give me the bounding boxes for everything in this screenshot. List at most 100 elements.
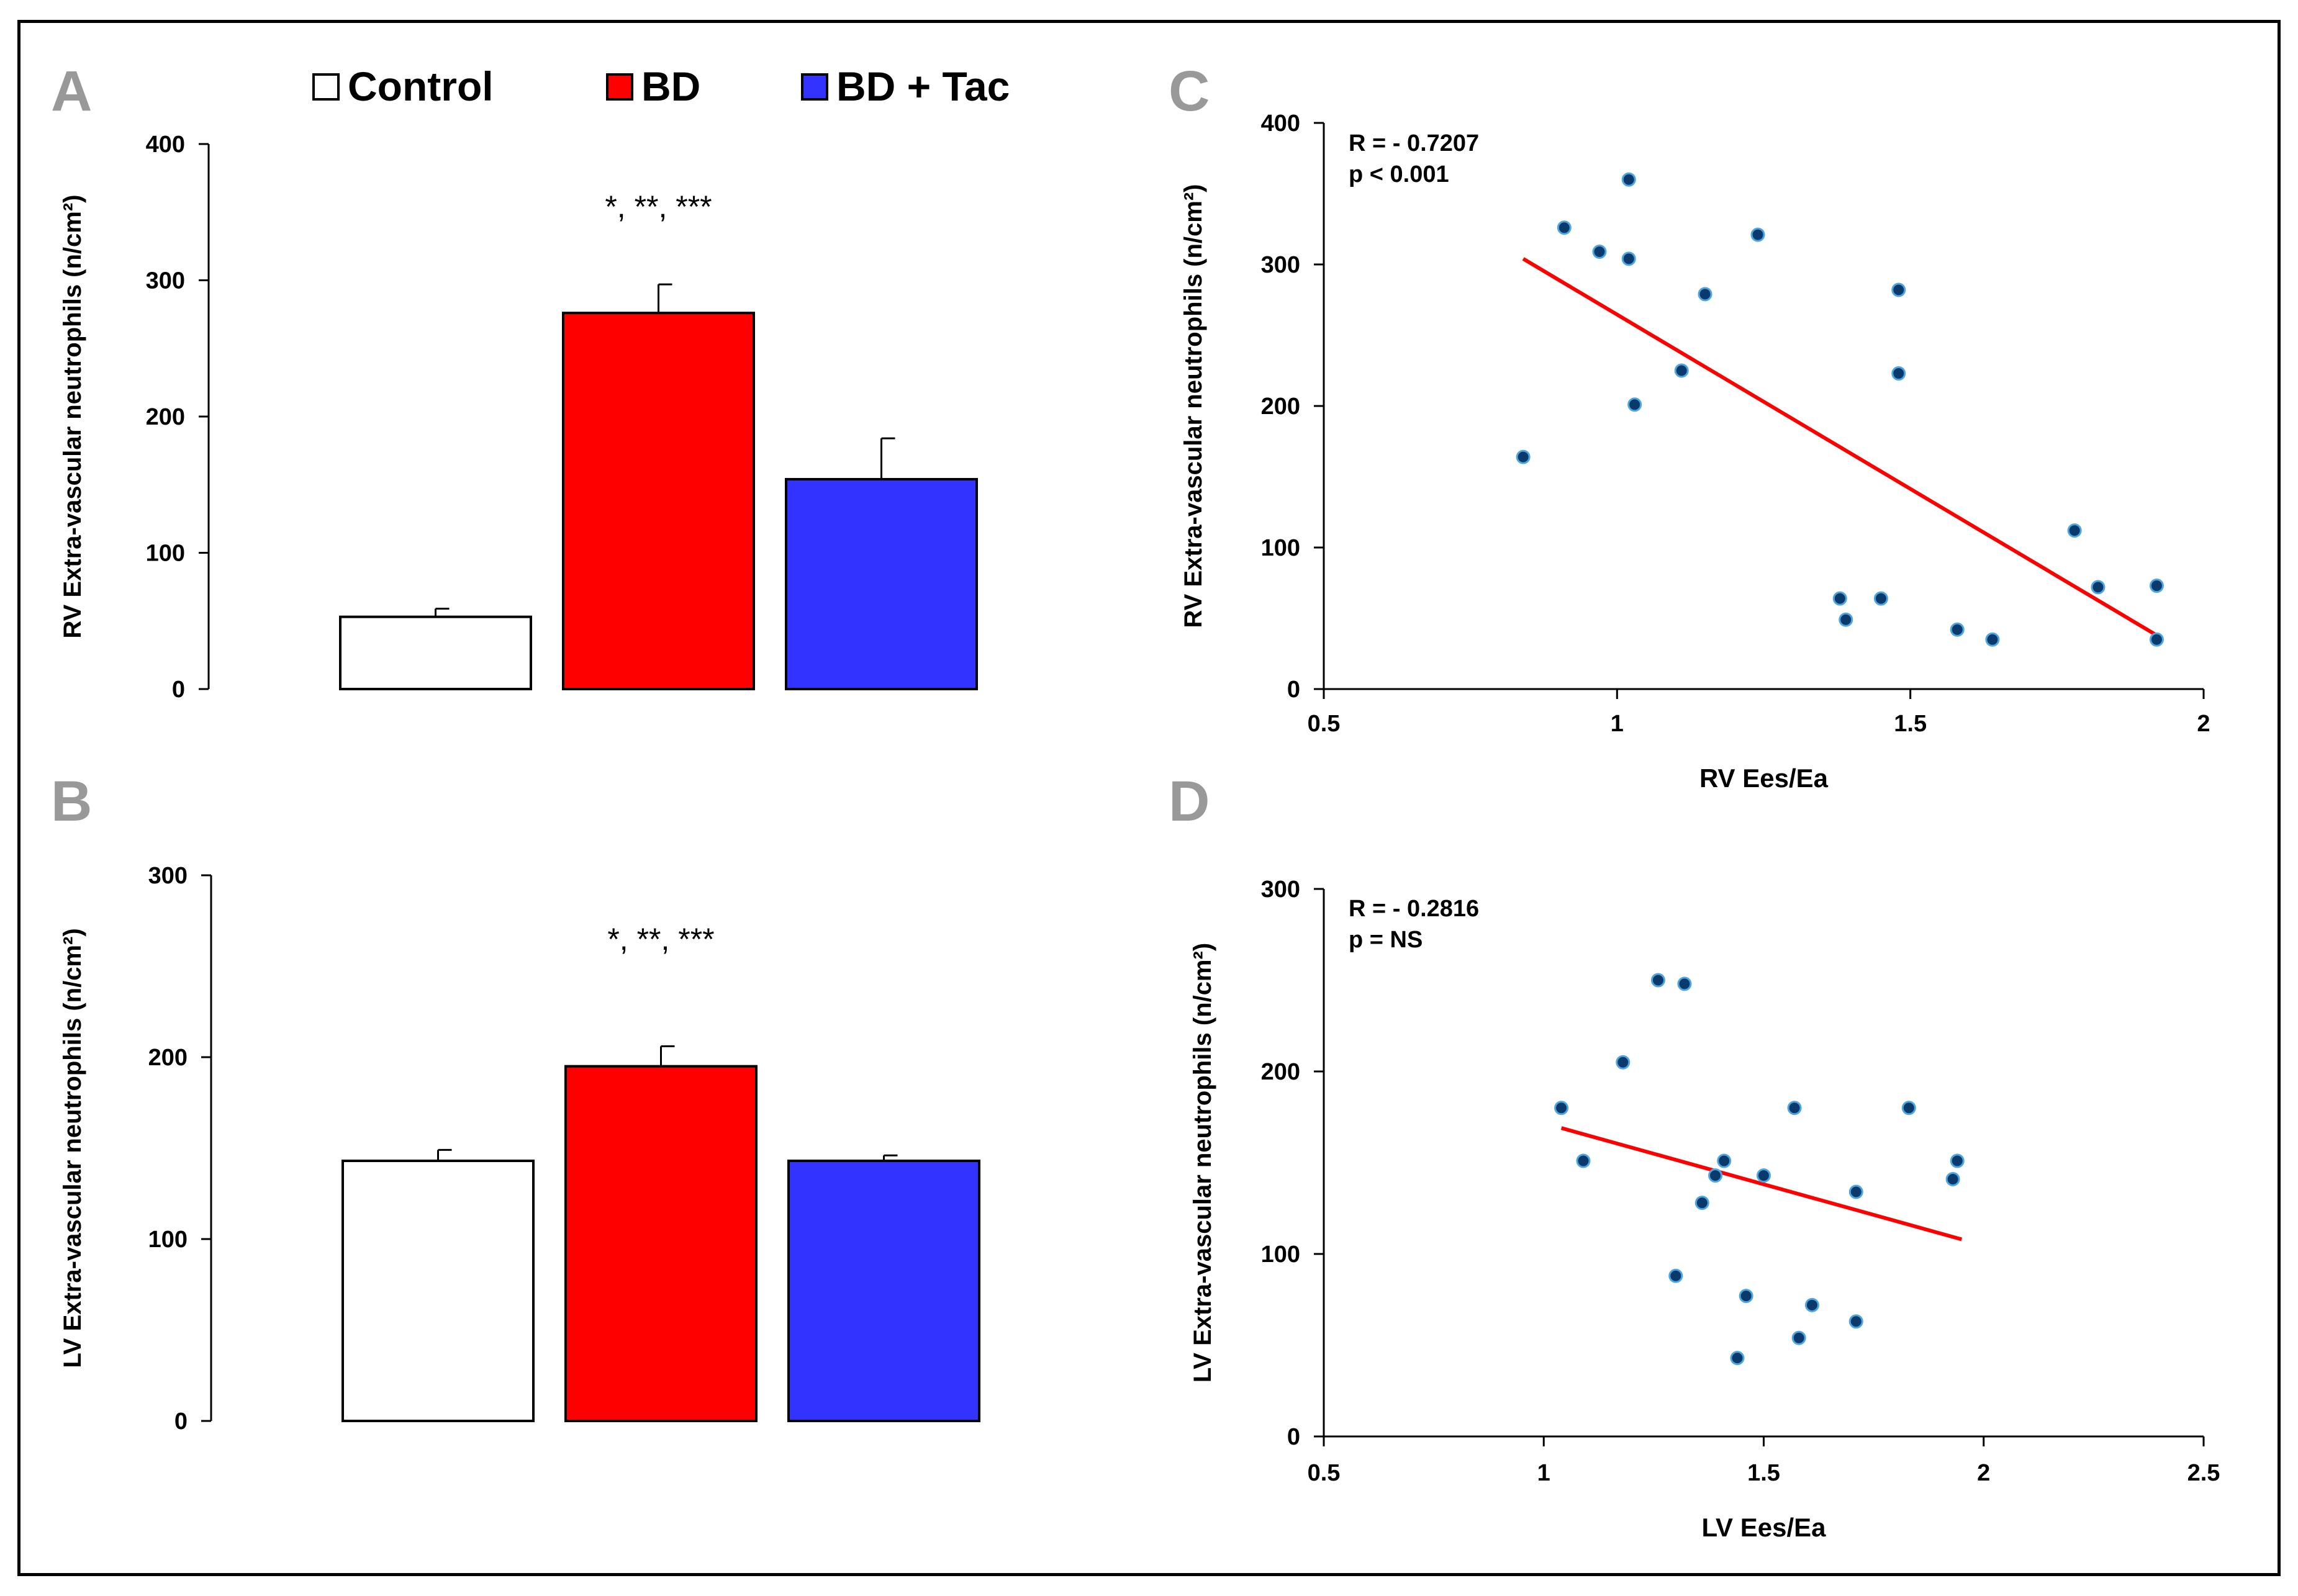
data-point [1804,1297,1819,1312]
data-point [1873,591,1888,606]
y-axis-label: LV Extra-vascular neutrophils (n/cm²) [59,928,86,1368]
x-tick-label: 1 [1611,711,1624,737]
stats-text: p = NS [1349,927,1423,953]
y-tick-label: 300 [1261,877,1300,903]
data-point [1557,220,1572,235]
y-tick-label: 200 [146,404,185,430]
x-tick-label: 2.5 [2187,1460,2220,1486]
x-tick-label: 0.5 [1308,1460,1341,1486]
bar-bd [564,1065,758,1422]
x-tick-label: 1.5 [1747,1460,1780,1486]
regression-line [1522,257,2158,637]
data-point [1516,449,1531,464]
data-point [1694,1196,1709,1211]
data-point [1674,363,1689,378]
y-tick-label: 0 [172,677,185,703]
y-tick-label: 100 [148,1227,188,1253]
y-axis-label: RV Extra-vascular neutrophils (n/cm²) [59,195,86,639]
x-tick-label: 2 [1977,1460,1990,1486]
data-point [1592,244,1607,259]
data-point [1891,366,1906,381]
data-point [1554,1101,1569,1116]
data-point [1945,1171,1960,1186]
data-point [1950,622,1965,637]
significance-annotation: *, **, *** [605,189,712,224]
significance-annotation: *, **, *** [607,922,714,957]
x-tick-label: 0.5 [1308,711,1341,737]
data-point [1832,591,1847,606]
data-point [1576,1153,1591,1168]
x-axis-label: LV Ees/Ea [1702,1513,1827,1542]
data-point [1950,1153,1965,1168]
y-tick-label: 200 [1261,1059,1300,1085]
data-point [1698,287,1712,302]
panel-letter: A [51,60,92,123]
y-tick-label: 300 [146,268,185,294]
y-tick-label: 200 [148,1045,188,1071]
bar-bd [562,312,755,690]
x-tick-label: 1 [1537,1460,1550,1486]
panel-b: B 0 100 200 300 LV Extra-vascular neutrophils… [51,770,980,1435]
data-point [1739,1289,1753,1304]
panel-d: D 0 100 200 300 LV Extra-vascular neutrophils… [1169,770,2220,1542]
bar-bd-tac [785,477,978,690]
data-point [1677,976,1692,991]
data-point [1730,1351,1745,1366]
bar-control [339,615,532,690]
y-axis-label: RV Extra-vascular neutrophils (n/cm²) [1180,184,1207,628]
legend-label-0: Control [348,63,494,109]
x-tick-label: 2 [2197,711,2210,737]
legend-swatch-2 [801,73,828,101]
data-point [1848,1314,1863,1329]
legend-label-1: BD [641,63,700,109]
bar-bd-tac [787,1160,980,1422]
stats-text: p < 0.001 [1349,161,1449,187]
data-point [1839,612,1853,627]
data-point [1627,397,1642,412]
data-point [1891,282,1906,297]
figure-frame [17,20,2281,1576]
stats-text: R = - 0.2816 [1349,896,1479,922]
x-axis-label: RV Ees/Ea [1699,764,1829,793]
data-point [1901,1101,1916,1116]
data-point [2091,580,2106,595]
data-point [1668,1268,1683,1283]
panel-letter: D [1169,770,1210,833]
y-tick-label: 200 [1261,394,1300,420]
data-point [1787,1101,1802,1116]
panel-letter: C [1169,60,1210,123]
stats-text: R = - 0.7207 [1349,130,1479,156]
data-point [1717,1153,1732,1168]
regression-line [1560,1126,1963,1242]
y-tick-label: 100 [146,541,185,567]
y-tick-label: 0 [1287,1424,1300,1450]
legend-label-2: BD + Tac [836,63,1010,109]
data-point [1708,1168,1723,1183]
y-axis-label: LV Extra-vascular neutrophils (n/cm²) [1189,943,1216,1382]
data-point [1616,1055,1631,1070]
data-point [1848,1184,1863,1199]
legend-swatch-1 [606,73,633,101]
y-tick-label: 300 [1261,252,1300,278]
y-tick-label: 0 [174,1409,188,1435]
bar-control [342,1160,535,1422]
y-tick-label: 400 [146,132,185,158]
y-tick-label: 400 [1261,110,1300,137]
legend-swatch-0 [312,73,340,101]
data-point [1757,1168,1771,1183]
data-point [1985,632,2000,647]
data-point [1650,973,1665,988]
y-tick-label: 300 [148,863,188,889]
data-point [2149,632,2164,647]
data-point [1621,172,1636,187]
x-tick-label: 1.5 [1894,711,1927,737]
data-point [2067,523,2082,538]
y-tick-label: 100 [1261,535,1300,561]
y-tick-label: 100 [1261,1242,1300,1268]
data-point [1621,251,1636,266]
data-point [2149,579,2164,593]
panel-c: C 0 100 200 300 400 RV Extra-vascular neutroph… [1169,60,2210,793]
y-tick-label: 0 [1287,677,1300,703]
data-point [1791,1330,1806,1345]
